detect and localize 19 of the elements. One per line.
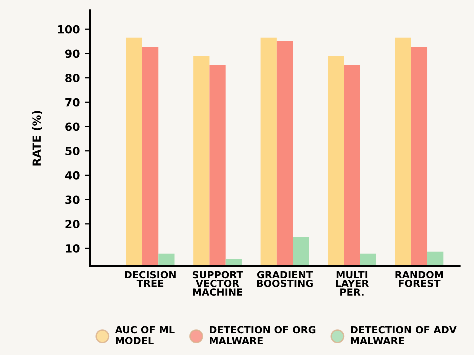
y-tick-label: 20 [66, 220, 80, 229]
y-tick-label: 10 [66, 244, 80, 253]
y-tick-label: 70 [66, 98, 80, 107]
y-tick-label: 80 [66, 74, 80, 82]
y-tick-label: 60 [66, 122, 80, 132]
x-tick-label: RANDOM FOREST [396, 271, 444, 288]
legend-label: DETECTION OF ADV MALWARE [351, 326, 457, 344]
y-axis-title: RATE (%) [32, 111, 42, 166]
y-tick-label: 90 [65, 50, 80, 58]
y-tick-label: 40 [65, 171, 80, 180]
y-tick-label: 100 [58, 25, 80, 34]
x-tick-label: MULTI LAYER PER. [336, 271, 370, 296]
legend-label: AUC OF ML MODEL [115, 326, 175, 345]
y-tick-label: 50 [66, 147, 80, 156]
legend-label: DETECTION OF ORG MALWARE [210, 326, 316, 344]
x-tick-label: GRADIENT BOOSTING [257, 271, 313, 288]
y-tick-label: 30 [66, 196, 80, 204]
x-tick-label: DECISION TREE [125, 271, 176, 288]
x-tick-label: SUPPORT VECTOR MACHINE [192, 271, 244, 296]
